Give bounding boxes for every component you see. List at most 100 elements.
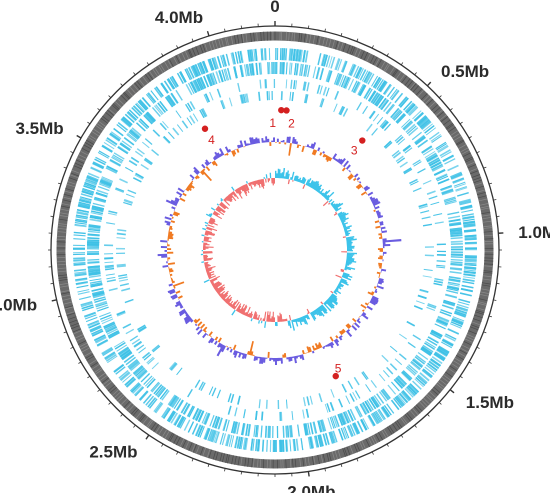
cds-forward-gene	[349, 424, 356, 436]
axis-tick	[57, 315, 62, 318]
cds-forward-gene	[313, 435, 318, 448]
cds-reverse-gene	[408, 127, 419, 137]
backbone-segment	[59, 212, 69, 215]
cds-reverse-gene	[255, 62, 258, 75]
backbone-segment	[132, 408, 139, 417]
cds-reverse-gene	[121, 352, 133, 361]
cds-forward-gene	[342, 427, 348, 439]
cds-forward-gene	[340, 427, 347, 440]
cds-reverse-gene	[136, 368, 147, 379]
cds-reverse-gene	[447, 283, 460, 287]
axis-tick	[70, 151, 74, 154]
cds-forward-gene	[76, 211, 89, 215]
backbone-segment	[167, 59, 173, 68]
cds-reverse-gene	[450, 231, 463, 234]
cds-forward-gene	[338, 428, 344, 441]
cds-forward-gene	[352, 423, 359, 435]
rna-forward-gene	[305, 408, 310, 418]
cds-forward-gene	[145, 93, 155, 104]
cds-forward-gene	[402, 390, 412, 400]
cds-forward-gene	[260, 48, 263, 61]
backbone-segment	[378, 432, 384, 441]
rna-reverse-gene	[399, 161, 408, 168]
backbone-segment	[399, 74, 406, 82]
cds-forward-gene	[76, 212, 89, 216]
backbone-segment	[211, 40, 215, 50]
rna-forward-gene	[304, 81, 307, 91]
rna-forward-gene	[398, 353, 407, 361]
backbone-segment	[479, 203, 489, 206]
cds-forward-gene	[450, 321, 463, 328]
cds-forward-gene	[300, 438, 304, 451]
backbone-segment	[237, 34, 240, 44]
axis-tick	[449, 108, 453, 111]
cds-reverse-gene	[197, 410, 205, 423]
backbone-segment	[102, 379, 111, 386]
cds-reverse-gene	[93, 296, 106, 301]
backbone-segment	[66, 312, 76, 316]
cds-forward-gene	[207, 59, 213, 71]
cds-reverse-gene	[420, 348, 431, 357]
backbone-segment	[138, 413, 145, 421]
backbone-segment	[172, 56, 178, 65]
backbone-segment	[108, 108, 116, 115]
backbone-segment	[237, 456, 240, 466]
backbone-segment	[447, 367, 456, 374]
backbone-segment	[76, 336, 85, 342]
cds-reverse-gene	[449, 228, 462, 232]
cds-forward-gene	[386, 86, 395, 98]
cds-forward-gene	[292, 439, 296, 452]
cds-forward-gene	[89, 325, 102, 332]
cds-forward-gene	[155, 402, 164, 414]
cds-forward-gene	[122, 116, 133, 126]
cds-forward-gene	[284, 48, 287, 61]
rna-reverse-gene	[186, 117, 193, 126]
cds-reverse-gene	[427, 336, 439, 344]
cds-forward-gene	[309, 436, 313, 449]
cds-forward-gene	[137, 100, 147, 111]
cds-reverse-gene	[414, 356, 425, 365]
backbone-segment	[470, 324, 480, 329]
rna-reverse-gene	[133, 177, 142, 183]
backbone-segment	[164, 61, 170, 70]
backbone-segment	[149, 71, 155, 79]
cds-forward-gene	[391, 90, 400, 101]
cds-forward-gene	[389, 88, 398, 99]
rna-forward-gene	[138, 347, 147, 354]
cds-reverse-gene	[443, 299, 456, 305]
cds-forward-gene	[452, 177, 464, 183]
cds-reverse-gene	[215, 416, 221, 429]
rna-reverse-gene	[189, 115, 196, 124]
cds-forward-gene	[463, 276, 476, 279]
cds-forward-gene	[397, 394, 407, 405]
cds-forward-gene	[317, 434, 322, 447]
cds-forward-gene	[464, 260, 477, 263]
cds-forward-gene	[129, 382, 140, 392]
axis-tick	[414, 72, 417, 76]
cds-forward-gene	[75, 277, 88, 281]
backbone-segment	[192, 444, 197, 453]
backbone-segment	[225, 454, 229, 463]
cds-forward-gene	[135, 103, 145, 114]
rna-forward-gene	[330, 401, 335, 411]
backbone-segment	[351, 46, 356, 56]
backbone-segment	[195, 445, 200, 454]
cds-reverse-gene	[214, 416, 220, 429]
backbone-segment	[120, 94, 128, 102]
cds-forward-gene	[102, 348, 114, 357]
cds-forward-gene	[90, 326, 102, 333]
cds-reverse-gene	[203, 412, 209, 425]
cds-reverse-gene	[385, 103, 395, 114]
backbone-segment	[387, 426, 393, 435]
cds-forward-gene	[180, 71, 187, 83]
backbone-segment	[93, 367, 102, 373]
outer-axis-ring	[48, 21, 504, 477]
cds-reverse-gene	[303, 64, 307, 77]
rna-forward-gene	[162, 120, 169, 129]
cds-forward-gene	[422, 368, 433, 378]
axis-tick	[51, 299, 57, 302]
rna-reverse-gene	[245, 93, 250, 103]
rna-forward-gene	[106, 276, 116, 280]
rna-reverse-gene	[383, 140, 392, 148]
rna-forward-gene	[302, 409, 305, 419]
